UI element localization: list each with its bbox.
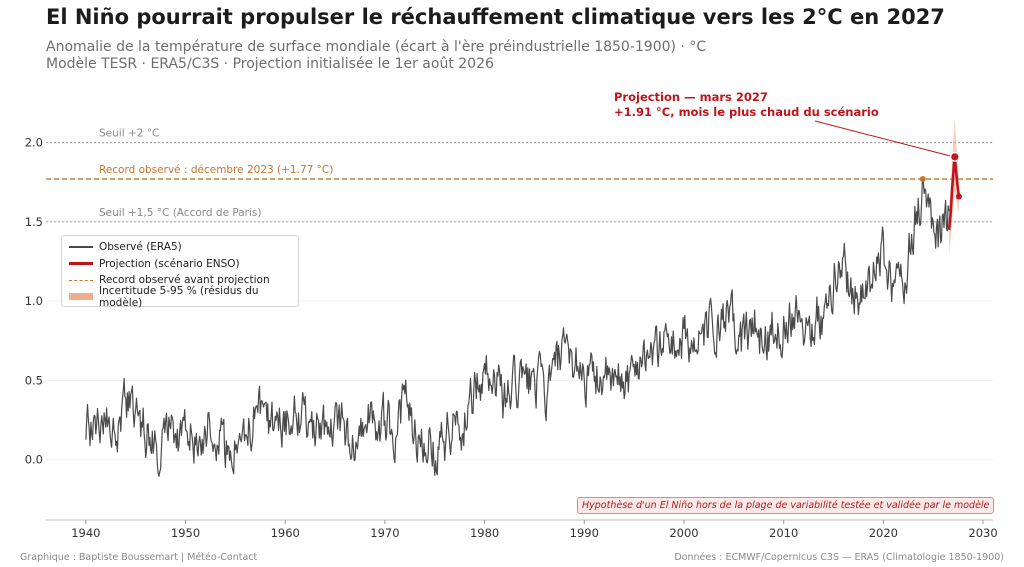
legend-item-record: Record observé avant projection xyxy=(69,272,291,289)
x-tick-label: 2000 xyxy=(669,526,698,540)
legend-swatch-uncertainty xyxy=(69,293,93,301)
x-tick-label: 2010 xyxy=(769,526,798,540)
callout-leader-line xyxy=(814,120,950,157)
legend-item-uncertainty: Incertitude 5-95 % (résidus du modèle) xyxy=(69,285,291,309)
annotation-layer xyxy=(814,120,960,162)
projection-end-marker xyxy=(955,193,962,200)
peak-callout: Projection — mars 2027 +1.91 °C, mois le… xyxy=(614,90,879,120)
threshold-label: Seuil +1,5 °C (Accord de Paris) xyxy=(99,207,261,219)
observed-series-line xyxy=(85,178,950,477)
legend-swatch-record xyxy=(69,279,93,281)
legend-item-projection: Projection (scénario ENSO) xyxy=(69,256,291,273)
hypothesis-note: Hypothèse d'un El Niño hors de la plage … xyxy=(577,497,995,514)
footer-credit: Graphique : Baptiste Boussemart | Météo-… xyxy=(20,552,258,563)
legend-label-record: Record observé avant projection xyxy=(99,274,270,287)
chart-subtitle-line-1: Anomalie de la température de surface mo… xyxy=(46,39,707,55)
peak-callout-line-2: +1.91 °C, mois le plus chaud du scénario xyxy=(614,105,879,119)
chart-title: El Niño pourrait propulser le réchauffem… xyxy=(46,5,945,29)
x-tick-label: 1970 xyxy=(370,526,399,540)
y-tick-label: 2.0 xyxy=(25,136,43,150)
observed-series-layer xyxy=(85,176,950,477)
legend-swatch-observed xyxy=(69,246,93,249)
x-tick-label: 1940 xyxy=(71,526,100,540)
y-tick-label: 1.0 xyxy=(25,294,43,308)
x-tick-label: 1990 xyxy=(570,526,599,540)
peak-marker xyxy=(950,152,960,162)
legend-label-observed: Observé (ERA5) xyxy=(99,241,182,254)
x-tick-label: 2030 xyxy=(968,526,997,540)
x-tick-label: 2020 xyxy=(869,526,898,540)
legend-swatch-projection xyxy=(69,262,93,266)
footer-source: Données : ECMWF/Copernicus C3S — ERA5 (C… xyxy=(674,552,1004,563)
threshold-layer: Seuil +2 °C Seuil +1,5 °C (Accord de Pari… xyxy=(46,128,993,223)
x-tick-label: 1960 xyxy=(271,526,300,540)
chart-subtitle-line-2: Modèle TESR · ERA5/C3S · Projection init… xyxy=(46,56,494,72)
peak-callout-line-1: Projection — mars 2027 xyxy=(614,90,768,104)
threshold-label: Seuil +2 °C xyxy=(99,128,159,140)
x-tick-label: 1980 xyxy=(470,526,499,540)
x-tick-label: 1950 xyxy=(171,526,200,540)
axis-layer: 0.0 0.5 1.0 1.5 2.0 1940 1950 1960 1970 1980 1990 2… xyxy=(25,136,998,540)
legend-label-projection: Projection (scénario ENSO) xyxy=(99,257,240,270)
y-tick-label: 0.0 xyxy=(25,453,43,467)
y-tick-label: 0.5 xyxy=(25,373,43,387)
record-marker xyxy=(919,176,926,183)
y-tick-label: 1.5 xyxy=(25,215,43,229)
legend-label-uncertainty: Incertitude 5-95 % (résidus du modèle) xyxy=(99,284,259,309)
record-label: Record observé : décembre 2023 (+1.77 °C… xyxy=(99,164,333,176)
chart-legend: Observé (ERA5) Projection (scénario ENSO… xyxy=(61,235,299,309)
legend-item-observed: Observé (ERA5) xyxy=(69,239,291,256)
